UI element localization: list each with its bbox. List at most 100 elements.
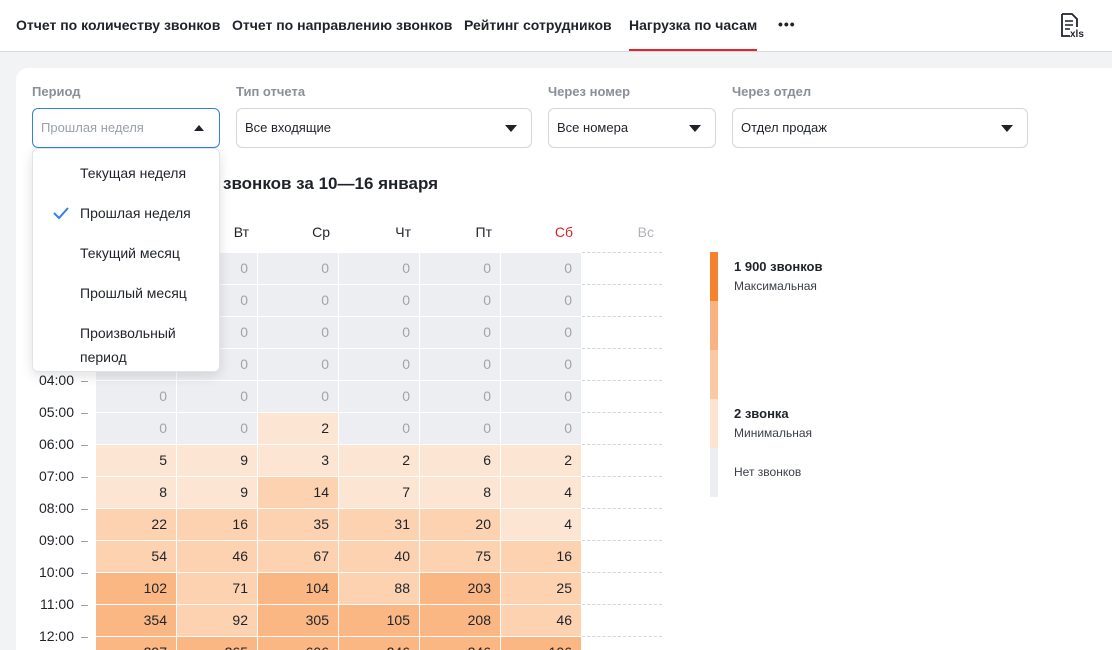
filter-label: Тип отчета	[236, 84, 306, 99]
export-icon[interactable]: xls	[1058, 12, 1088, 40]
heat-cell: 0	[258, 285, 338, 316]
heat-cell: 54	[96, 541, 176, 572]
heat-cell: 0	[501, 317, 581, 348]
heat-cell: 2	[339, 445, 419, 476]
select[interactable]: Все входящие	[236, 108, 532, 148]
select[interactable]: Все номера	[548, 108, 716, 148]
heat-cell: 606	[258, 637, 338, 650]
day-label: Чт	[395, 224, 411, 240]
row-separator	[582, 380, 662, 381]
heat-cell: 354	[96, 605, 176, 636]
row-separator	[582, 412, 662, 413]
heat-cell: 102	[96, 573, 176, 604]
heat-cell: 67	[258, 541, 338, 572]
cell-value: 0	[483, 420, 491, 436]
heat-cell: 8	[96, 477, 176, 508]
cell-value: 4	[564, 516, 572, 532]
cell-value: 0	[321, 388, 329, 404]
heat-cell: 7	[339, 477, 419, 508]
time-tick	[81, 445, 88, 446]
select-arrow[interactable]	[688, 122, 702, 134]
cell-value: 2	[402, 452, 410, 468]
cell-value: 106	[549, 644, 572, 650]
cell-value: 31	[394, 516, 410, 532]
heat-cell: 265	[177, 637, 257, 650]
select-value[interactable]: Отдел продаж	[741, 120, 827, 135]
cell-value: 5	[159, 452, 167, 468]
dropdown-option[interactable]: Прошлый месяц	[80, 285, 187, 301]
heat-cell: 88	[339, 573, 419, 604]
heat-cell: 3	[258, 445, 338, 476]
select-arrow[interactable]	[192, 122, 206, 134]
cell-value: 0	[483, 388, 491, 404]
heat-cell: 106	[501, 637, 581, 650]
heat-cell: 9	[177, 445, 257, 476]
row-separator	[582, 252, 662, 253]
heat-cell: 0	[339, 285, 419, 316]
tab[interactable]: Рейтинг сотрудников	[464, 17, 612, 33]
day-label: Вс	[637, 224, 654, 240]
select-arrow[interactable]	[1000, 122, 1014, 134]
select-value[interactable]: Прошлая неделя	[41, 120, 144, 135]
heat-cell: 5	[96, 445, 176, 476]
heat-cell: 25	[501, 573, 581, 604]
tab[interactable]: Нагрузка по часам	[629, 17, 758, 33]
tab[interactable]: Отчет по количеству звонков	[16, 17, 221, 33]
heat-cell: 305	[258, 605, 338, 636]
heat-cell: 6	[420, 445, 500, 476]
heat-cell: 4	[501, 509, 581, 540]
dropdown-option[interactable]: Текущий месяц	[80, 245, 180, 261]
select-arrow[interactable]	[504, 122, 518, 134]
cell-value: 8	[483, 484, 491, 500]
time-tick	[81, 509, 88, 510]
heat-cell: 297	[96, 637, 176, 650]
heat-cell: 46	[501, 605, 581, 636]
heat-cell: 0	[420, 285, 500, 316]
heat-cell: 0	[339, 253, 419, 284]
time-label: 08:00	[38, 500, 74, 516]
cell-value: 203	[467, 580, 491, 596]
heat-cell: 0	[501, 349, 581, 380]
heat-cell: 246	[339, 637, 419, 650]
cell-value: 0	[321, 260, 329, 276]
time-label: 04:00	[38, 372, 74, 388]
dropdown-option[interactable]: Текущая неделя	[80, 165, 187, 181]
export-label[interactable]: xls	[1070, 29, 1084, 40]
legend-note: Минимальная	[734, 426, 813, 440]
heat-cell: 0	[96, 381, 176, 412]
select-value[interactable]: Все входящие	[245, 120, 332, 135]
dropdown-option[interactable]: Прошлая неделя	[80, 205, 191, 221]
heat-cell: 0	[501, 381, 581, 412]
select[interactable]: Отдел продаж	[732, 108, 1028, 148]
cell-value: 16	[232, 516, 248, 532]
tab[interactable]: Отчет по направлению звонков	[232, 17, 453, 33]
heat-cell: 0	[339, 381, 419, 412]
heat-cell: 2	[258, 413, 338, 444]
heat-cell: 0	[339, 413, 419, 444]
time-label: 07:00	[38, 468, 74, 484]
legend-swatch	[710, 252, 718, 301]
row-separator	[582, 444, 662, 445]
heat-cell: 46	[177, 541, 257, 572]
heat-cell: 0	[258, 349, 338, 380]
heat-cell: 208	[420, 605, 500, 636]
time-label: 05:00	[38, 404, 74, 420]
select[interactable]: Прошлая неделя	[32, 108, 220, 148]
cell-value: 246	[387, 644, 410, 650]
cell-value: 0	[564, 292, 572, 308]
heat-cell: 2	[501, 445, 581, 476]
select-value[interactable]: Все номера	[557, 120, 629, 135]
heat-cell: 71	[177, 573, 257, 604]
more-tabs[interactable]: •••	[778, 16, 796, 32]
cell-value: 0	[483, 260, 491, 276]
cell-value: 67	[313, 548, 329, 564]
heat-cell: 0	[177, 413, 257, 444]
day-label: Сб	[554, 224, 573, 240]
heat-cell: 16	[501, 541, 581, 572]
cell-value: 75	[475, 548, 491, 564]
time-tick	[81, 605, 88, 606]
heat-cell: 20	[420, 509, 500, 540]
heat-cell: 0	[339, 317, 419, 348]
dropdown-option[interactable]: Произвольный период	[80, 325, 176, 365]
cell-value: 0	[483, 356, 491, 372]
